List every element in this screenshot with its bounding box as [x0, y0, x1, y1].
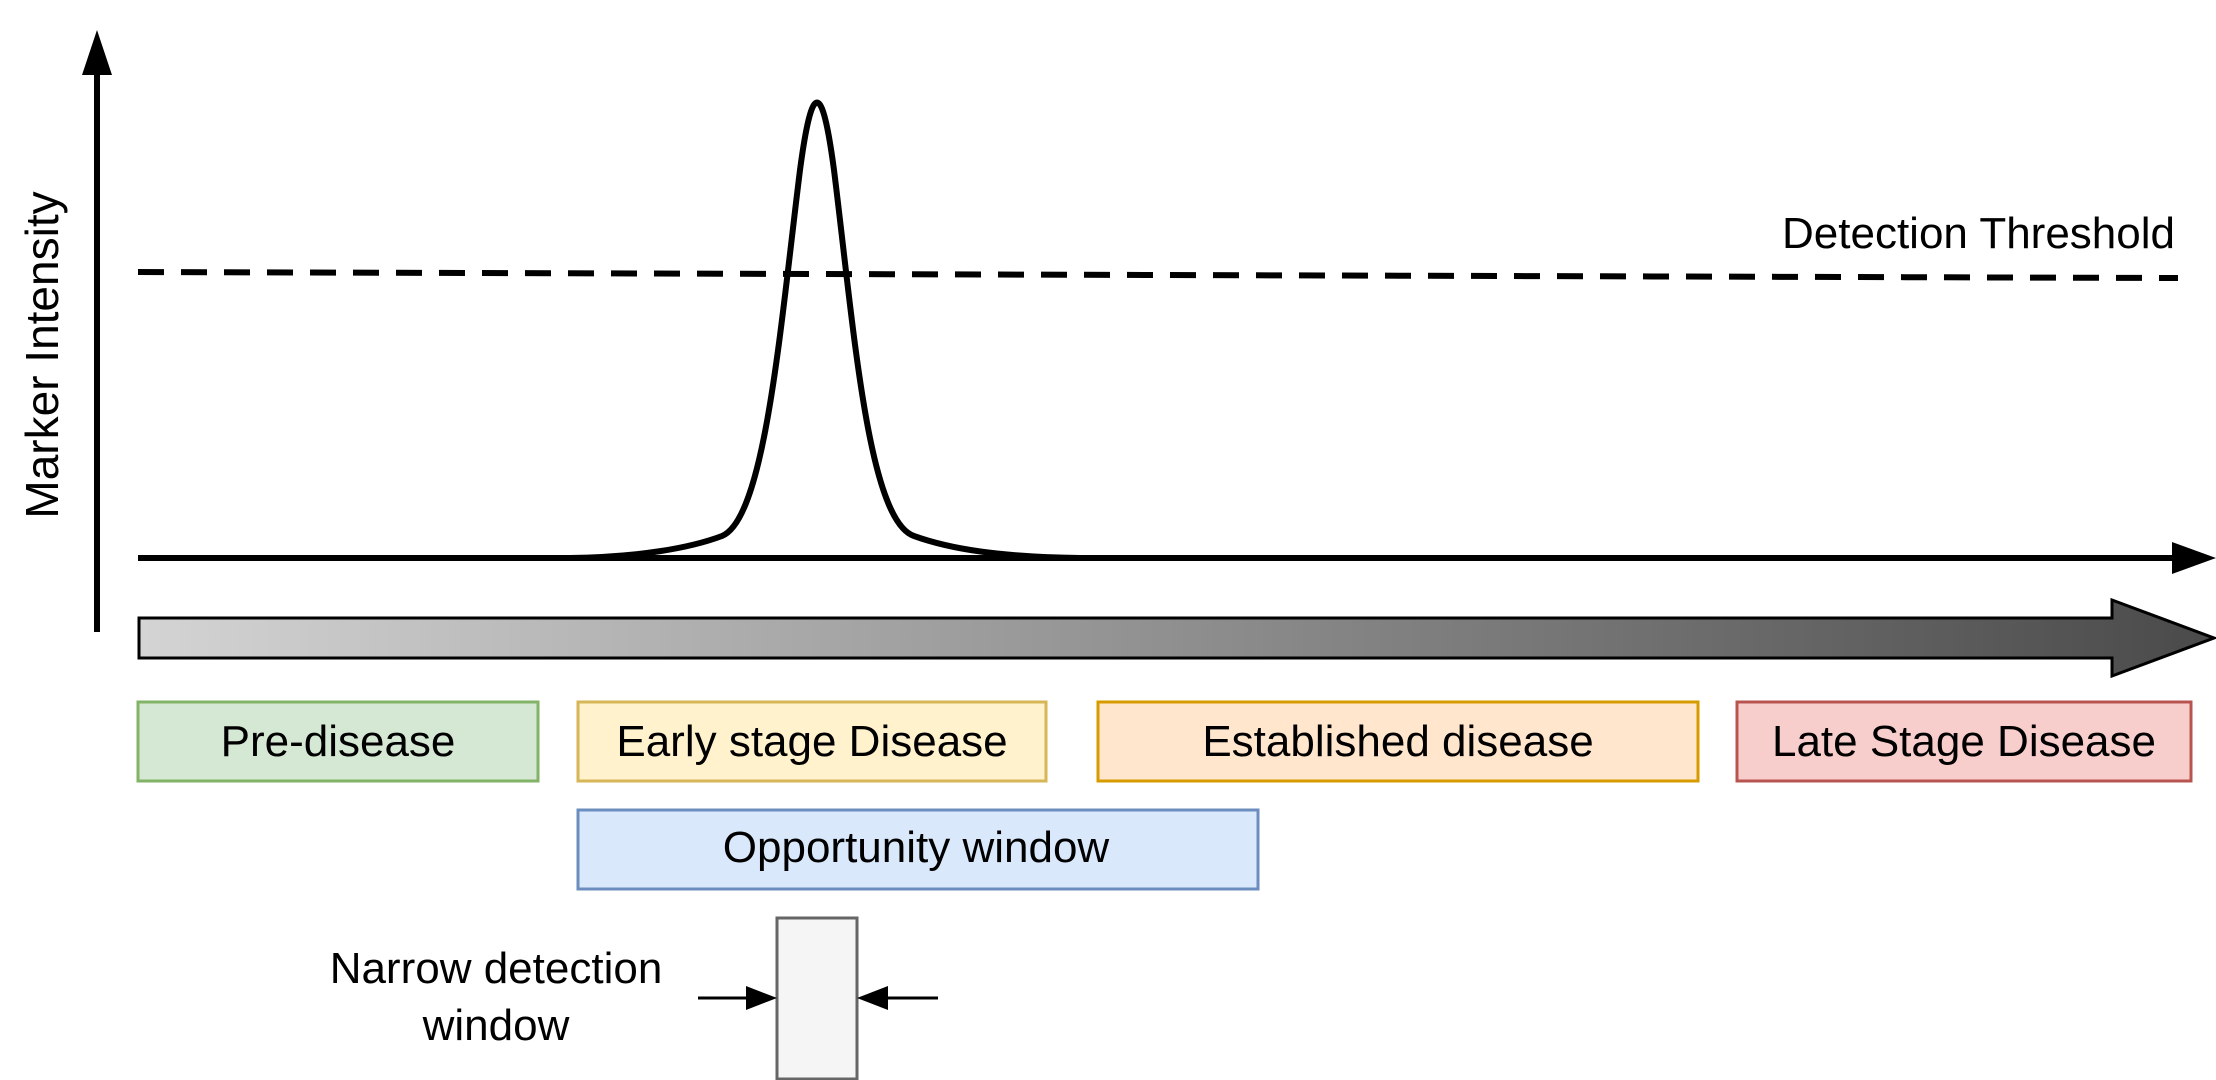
stage-box-border — [1735, 700, 2193, 783]
opportunity-label: Opportunity window — [723, 823, 1110, 872]
narrow-window-label-line1: Narrow detection — [330, 944, 663, 993]
stage-established-disease: Established disease — [1096, 700, 1700, 783]
stage-label: Late Stage Disease — [1772, 717, 2156, 766]
stage-box-border — [1096, 700, 1700, 783]
opportunity-box — [578, 810, 1258, 889]
x-axis-arrowhead — [2172, 542, 2216, 574]
narrow-window-box — [777, 918, 857, 1079]
y-axis-arrowhead — [82, 30, 112, 75]
marker-intensity-curve — [138, 99, 1081, 561]
narrow-window-label-line2: window — [422, 1001, 570, 1050]
detection-threshold-line — [137, 269, 2179, 281]
stage-box-border — [576, 700, 1048, 783]
opportunity-box-border — [576, 808, 1260, 891]
y-axis-label: Marker Intensity — [16, 191, 68, 518]
stage-box — [138, 702, 538, 781]
right-pointer-arrowhead — [857, 986, 888, 1010]
stage-pre-disease: Pre-disease — [136, 700, 540, 783]
stage-early-disease: Early stage Disease — [576, 700, 1048, 783]
stage-box-border — [136, 700, 540, 783]
stage-late-disease: Late Stage Disease — [1735, 700, 2193, 783]
stage-label: Established disease — [1202, 717, 1593, 766]
left-pointer-arrowhead — [746, 986, 777, 1010]
stage-box — [1098, 702, 1698, 781]
narrow-detection-window: Narrow detection window — [330, 916, 938, 1080]
stage-label: Pre-disease — [221, 717, 456, 766]
narrow-window-box-border — [775, 916, 859, 1080]
detection-threshold-label: Detection Threshold — [1782, 209, 2175, 258]
stage-box — [1737, 702, 2191, 781]
disease-progression-arrow — [137, 597, 2216, 679]
stage-label: Early stage Disease — [616, 717, 1007, 766]
opportunity-window: Opportunity window — [576, 808, 1260, 891]
stage-box — [578, 702, 1046, 781]
